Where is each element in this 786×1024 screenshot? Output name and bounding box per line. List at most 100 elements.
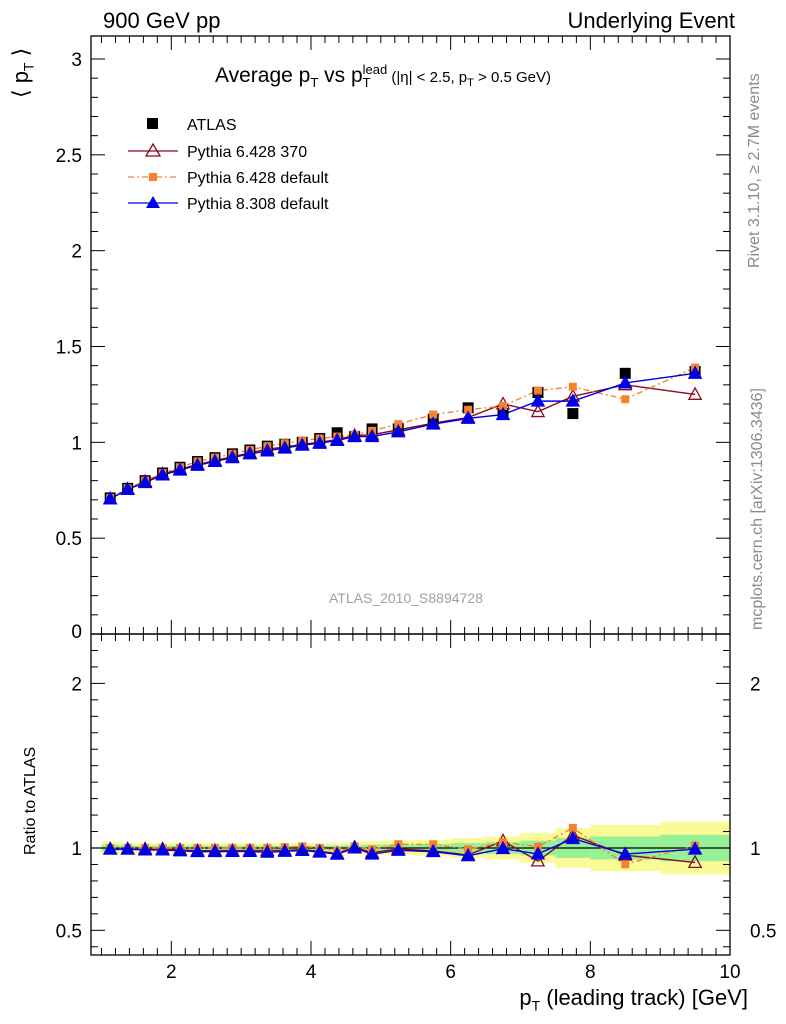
plot-frames	[90, 35, 731, 956]
series-point-3	[207, 453, 223, 468]
series-point-2	[429, 410, 438, 419]
legend-marker-pythia8	[146, 196, 160, 208]
ratio-point-1	[530, 853, 546, 867]
series-point-3	[312, 435, 327, 449]
series-point-3	[277, 440, 293, 454]
x-tick-label: 2	[166, 962, 177, 983]
atlas-point	[567, 408, 579, 420]
ratio-point-2	[621, 860, 630, 869]
series-point-3	[530, 393, 546, 407]
legend-label-pythia8: Pythia 8.308 default	[187, 196, 329, 213]
axis-ticks: 2 4 6 8 10 0.5 1 1.5 2 2.5 3 0 0.5 0.5 1 1 2 2	[56, 36, 776, 983]
ratio-point-3	[102, 841, 118, 855]
ratio-point-3	[617, 846, 633, 860]
ratio-tick-label-left: 1	[71, 839, 82, 860]
ratio-point-3	[425, 843, 441, 858]
series-point-2	[568, 382, 577, 391]
ratio-point-3	[172, 842, 188, 857]
x-axis-label: pT (leading track) [GeV]	[519, 985, 748, 1014]
series-point-2	[621, 395, 630, 404]
y-axis-label-main: ⟨ pT ⟩	[8, 47, 37, 98]
series-point-3	[364, 428, 380, 443]
ratio-point-3	[460, 847, 476, 862]
rivet-label: Rivet 3.1.10, ≥ 2.7M events	[746, 73, 763, 268]
ratio-point-3	[137, 842, 153, 856]
ratio-point-3	[155, 842, 170, 856]
ratio-point-1	[687, 854, 703, 869]
ratio-point-3	[391, 842, 406, 856]
x-tick-label: 6	[445, 962, 456, 983]
ratio-tick-label-right: 1	[750, 839, 761, 860]
mcplots-label: mcplots.cern.ch [arXiv:1306.3436]	[749, 388, 766, 630]
series-point-3	[155, 467, 170, 481]
series-point-3	[460, 410, 476, 424]
header-right: Underlying Event	[567, 8, 735, 33]
ratio-point-3	[277, 843, 293, 857]
series-point-2	[533, 386, 542, 395]
series-line-1	[109, 384, 696, 500]
x-tick-label: 4	[306, 962, 317, 983]
ratio-point-3	[242, 843, 258, 857]
plot-title: Average pT vs pTlead (|η| < 2.5, pT > 0.…	[215, 62, 551, 91]
series-point-3	[294, 437, 310, 451]
legend-label-atlas: ATLAS	[187, 117, 237, 134]
legend-marker-atlas	[147, 118, 158, 129]
ratio-panel-frame	[90, 633, 731, 956]
legend-marker-pythia6-370	[144, 142, 162, 157]
ratio-point-3	[207, 843, 223, 858]
series-point-3	[391, 423, 406, 438]
ratio-point-3	[260, 844, 275, 858]
ratio-tick-label-right: 0.5	[750, 921, 776, 942]
ratio-tick-label-right: 2	[750, 674, 761, 695]
y-tick-label: 2	[71, 242, 82, 263]
ratio-uncertainty-bands	[91, 821, 730, 875]
series-point-3	[242, 445, 258, 460]
header-left: 900 GeV pp	[103, 8, 221, 33]
series-point-3	[565, 393, 581, 407]
series-point-3	[260, 443, 275, 457]
series-point-3	[425, 416, 441, 430]
series-point-1	[530, 403, 546, 418]
chart-marks	[102, 363, 703, 869]
ratio-point-3	[495, 840, 511, 855]
series-point-3	[102, 491, 118, 505]
legend-label-pythia6-370: Pythia 6.428 370	[187, 144, 307, 161]
series-point-3	[137, 474, 153, 489]
ratio-point-2	[568, 823, 577, 832]
ratio-point-3	[190, 843, 205, 858]
ratio-point-3	[225, 843, 240, 857]
series-point-3	[190, 457, 205, 471]
ratio-point-3	[294, 842, 310, 856]
legend: ATLAS Pythia 6.428 370 Pythia 6.428 defa…	[128, 117, 329, 213]
ratio-point-3	[347, 840, 362, 854]
series-point-3	[172, 462, 188, 476]
y-tick-label-zero: 0	[71, 622, 82, 643]
ratio-point-3	[312, 844, 327, 858]
series-point-3	[687, 365, 703, 379]
series-point-3	[617, 375, 633, 389]
series-point-3	[329, 432, 345, 446]
x-tick-label: 10	[719, 962, 740, 983]
y-tick-label: 1.5	[56, 338, 82, 359]
ratio-point-3	[364, 846, 380, 860]
y-tick-label: 0.5	[56, 529, 82, 550]
analysis-watermark: ATLAS_2010_S8894728	[329, 590, 483, 606]
x-tick-label: 8	[585, 962, 596, 983]
series-point-3	[225, 449, 240, 464]
y-tick-label: 3	[71, 50, 82, 71]
ratio-tick-label-left: 0.5	[56, 921, 82, 942]
ratio-tick-label-left: 2	[71, 674, 82, 695]
series-point-2	[464, 405, 473, 414]
ratio-point-3	[687, 841, 703, 855]
ratio-point-3	[530, 846, 546, 860]
legend-label-pythia6-default: Pythia 6.428 default	[187, 170, 329, 187]
y-tick-label: 1	[71, 433, 82, 454]
y-tick-label: 2.5	[56, 146, 82, 167]
ratio-point-3	[329, 846, 345, 860]
series-point-1	[687, 386, 703, 400]
atlas-point	[619, 367, 631, 379]
series-point-3	[120, 481, 135, 495]
legend-marker-pythia6-default	[149, 173, 157, 181]
ratio-point-3	[565, 830, 581, 845]
